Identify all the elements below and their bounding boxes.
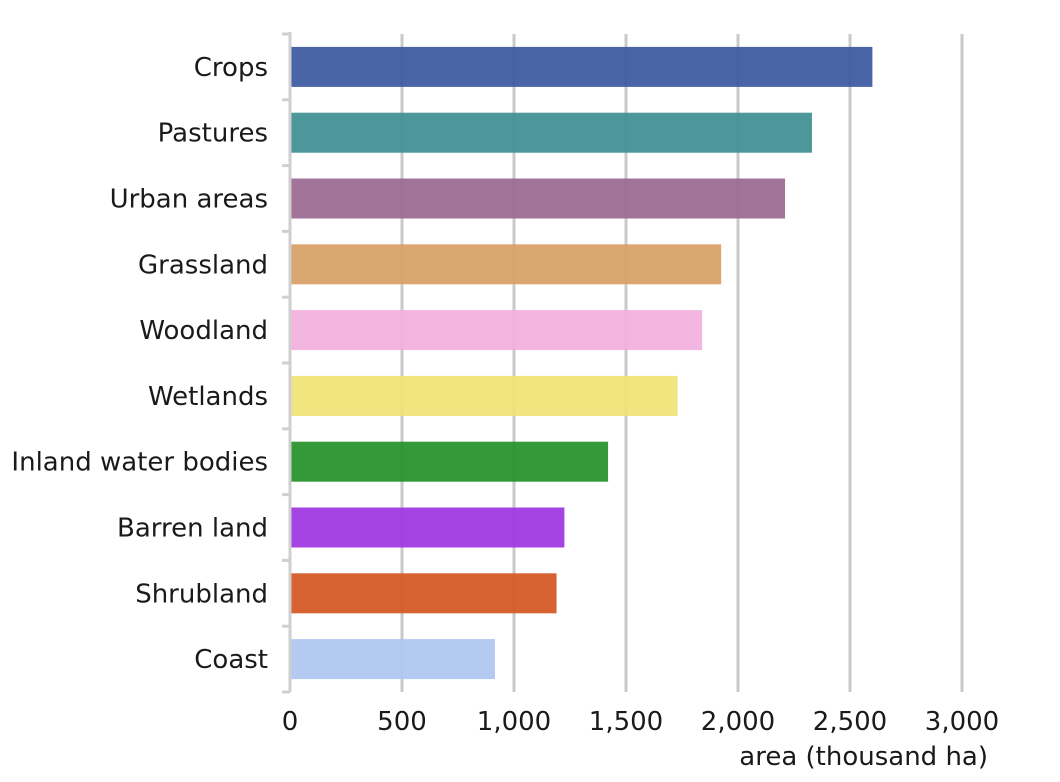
bars: [290, 46, 873, 680]
category-label: Barren land: [117, 514, 268, 544]
category-label: Pastures: [158, 119, 268, 149]
category-label: Grassland: [138, 250, 268, 280]
bar-grassland: [290, 244, 722, 285]
category-labels: Crops Pastures Urban areas Grassland Woodlan…: [11, 53, 268, 675]
category-label: Woodland: [139, 316, 268, 346]
bar-wetlands: [290, 375, 678, 416]
x-tick-label: 1,000: [477, 707, 551, 737]
x-tick-label: 1,500: [589, 707, 663, 737]
x-tick-label: 0: [282, 707, 299, 737]
bar-pastures: [290, 112, 812, 153]
category-label: Shrubland: [135, 579, 268, 609]
bar-crops: [290, 46, 873, 87]
x-tick-label: 3,000: [925, 707, 999, 737]
x-tick-label: 2,000: [701, 707, 775, 737]
category-label: Coast: [194, 645, 268, 675]
bar-woodland: [290, 310, 703, 351]
x-axis-tick-labels: 0 500 1,000 1,500 2,000 2,500 3,000: [282, 707, 999, 737]
y-axis: [282, 32, 292, 694]
x-axis-title: area (thousand ha): [739, 742, 988, 772]
category-label: Urban areas: [110, 185, 268, 215]
category-label: Crops: [194, 53, 268, 83]
x-tick-label: 2,500: [813, 707, 887, 737]
category-label: Wetlands: [148, 382, 268, 412]
x-tick-label: 500: [377, 707, 427, 737]
bar-urban-areas: [290, 178, 786, 219]
bar-coast: [290, 639, 495, 680]
category-label: Inland water bodies: [11, 448, 268, 478]
bar-inland-water-bodies: [290, 441, 609, 482]
bar-shrubland: [290, 573, 557, 614]
bar-barren-land: [290, 507, 565, 548]
